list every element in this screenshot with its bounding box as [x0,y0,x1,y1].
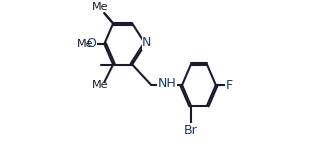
Text: Me: Me [92,80,108,90]
Text: N: N [142,36,152,49]
Text: F: F [226,79,232,92]
Text: NH: NH [158,77,177,90]
Text: O: O [86,37,96,50]
Text: Me: Me [92,2,108,12]
Text: Me: Me [77,39,94,49]
Text: Br: Br [184,124,198,137]
